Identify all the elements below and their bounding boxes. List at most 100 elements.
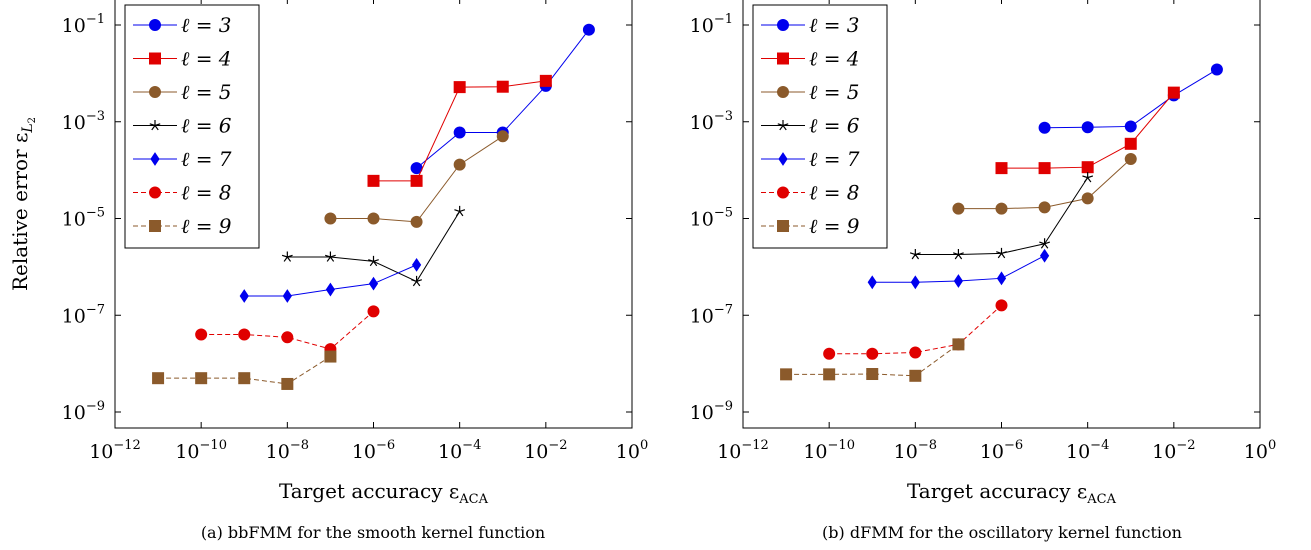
legend-label: ℓ = 3 [809,13,860,37]
data-point [238,328,251,341]
data-point [324,212,337,225]
legend-marker [778,152,788,166]
y-tick-label: 10−3 [62,109,105,134]
data-point [866,347,879,360]
data-point [281,331,294,344]
data-point [367,305,380,318]
legend-item-3: ℓ = 5 [761,80,860,104]
series-4 [909,172,1094,260]
legend-label: ℓ = 4 [809,47,860,71]
data-point [910,275,920,290]
data-point [867,275,877,290]
data-point [1038,162,1051,175]
x-tick-label: 10−2 [1152,438,1195,463]
data-point [367,212,380,225]
series-7 [780,338,965,382]
data-point [410,174,423,187]
legend-label: ℓ = 8 [181,181,232,205]
series-2 [995,86,1180,175]
legend-marker [150,152,160,166]
data-point [1210,63,1223,76]
data-point [1081,121,1094,134]
legend-item-1: ℓ = 3 [761,13,860,37]
series-line [201,311,374,350]
data-point [324,350,337,363]
data-point [1039,248,1050,263]
legend-marker [149,120,161,131]
legend-marker [149,86,161,98]
data-point [453,81,466,94]
data-point [410,215,423,228]
series-line [416,29,590,169]
data-point [953,274,964,288]
series-3 [324,130,509,228]
series-line [915,177,1089,256]
legend-box [752,4,888,249]
legend-marker [777,19,789,31]
y-tick-label: 10−3 [690,109,733,134]
data-point [582,23,595,36]
x-tick-label: 10−10 [175,438,227,463]
legend-marker [777,86,789,98]
data-point [239,289,249,303]
legend-item-2: ℓ = 4 [761,47,860,71]
x-tick-label: 10−12 [717,438,769,463]
series-1 [1038,63,1223,134]
data-point [496,130,509,143]
series-1 [410,23,595,175]
x-tick-label: 100 [616,438,648,463]
legend-item-5: ℓ = 7 [133,147,232,171]
data-point [780,368,793,381]
data-point [952,202,965,215]
x-tick-label: 10−10 [803,438,855,463]
data-point [1081,192,1094,205]
y-tick-label: 10−7 [62,302,105,327]
data-point [995,299,1008,312]
legend-label: ℓ = 4 [181,47,232,71]
series-2 [367,74,552,187]
data-point [909,346,922,359]
data-point [995,162,1008,175]
data-point [1124,152,1137,165]
legend-item-7: ℓ = 9 [761,214,860,238]
data-point [454,205,466,217]
chart-caption: (b) dFMM for the oscillatory kernel func… [822,523,1182,542]
data-point [411,275,422,287]
legend-item-2: ℓ = 4 [133,47,232,71]
data-point [282,289,292,303]
data-point [368,255,379,267]
legend-item-5: ℓ = 7 [761,147,860,171]
legend-marker [777,220,789,232]
data-point [1124,137,1137,150]
series-6 [195,305,380,356]
series-7 [152,350,337,390]
data-point [367,174,380,187]
legend-label: ℓ = 6 [181,114,232,138]
y-tick-label: 10−1 [62,12,105,37]
data-point [823,347,836,360]
series-4 [281,205,466,287]
legend-label: ℓ = 7 [809,147,860,171]
x-tick-label: 10−6 [980,438,1023,463]
chart-panel-1: 10−12 10−10 10−8 10−6 10−4 10−2 100 10−9 10−7 10−… [8,0,648,542]
legend-label: ℓ = 5 [809,80,860,104]
data-point [325,251,336,262]
legend-marker [149,220,161,232]
data-point [996,271,1007,286]
data-point [866,368,879,381]
data-point [1038,121,1051,134]
legend-item-4: ℓ = 6 [761,114,860,138]
data-point [411,257,422,272]
y-tick-label: 10−9 [690,399,733,424]
legend-marker [149,186,161,199]
data-point [195,328,208,341]
data-point [1038,201,1051,214]
legend-item-6: ℓ = 8 [133,181,232,205]
series-line [829,305,1002,355]
legend-item-3: ℓ = 5 [133,80,232,104]
legend-label: ℓ = 3 [181,13,232,37]
data-point [281,251,293,262]
data-point [325,282,336,297]
series-line [1044,69,1218,129]
